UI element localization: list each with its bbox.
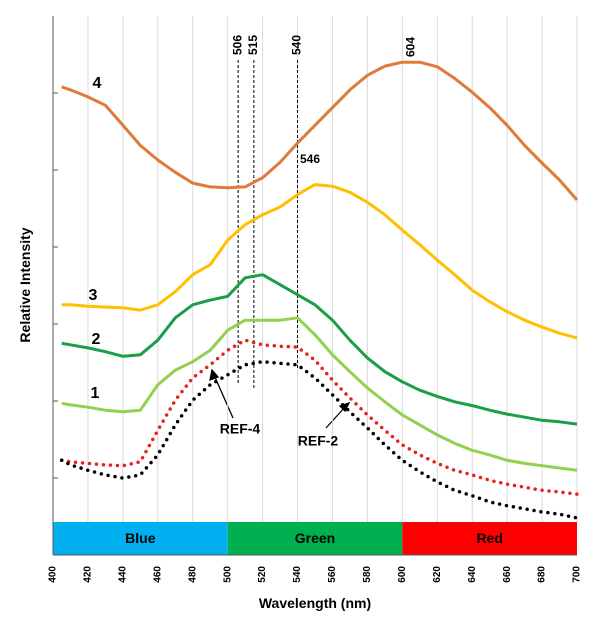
x-tick-label: 600 <box>397 566 408 583</box>
y-axis-label: Relative Intensity <box>17 227 33 342</box>
x-tick-label: 520 <box>257 566 268 583</box>
spectrum-band <box>227 522 403 555</box>
series-line <box>61 316 578 472</box>
x-tick-label: 400 <box>48 566 59 583</box>
x-tick-label: 440 <box>118 566 129 583</box>
spectrum-band <box>53 522 228 555</box>
x-tick-label: 480 <box>187 566 198 583</box>
marker-label: 540 <box>290 35 304 55</box>
series-line <box>61 183 578 340</box>
annotation-arrows <box>209 368 351 429</box>
series-line <box>61 60 579 201</box>
arrow-head <box>338 401 351 413</box>
arrow <box>325 406 346 429</box>
marker-label: 515 <box>246 35 260 55</box>
series-label: 2 <box>92 331 101 348</box>
marker-label: 506 <box>230 35 244 55</box>
band-label: Blue <box>125 530 156 546</box>
series-line <box>59 338 579 496</box>
x-tick-label: 540 <box>292 566 303 583</box>
x-tick-label: 640 <box>467 566 478 583</box>
spectrum-band <box>402 522 577 555</box>
band-label: Green <box>295 530 335 546</box>
x-tick-label: 620 <box>432 566 443 583</box>
x-tick-label: 700 <box>572 566 583 583</box>
series-label: 3 <box>89 287 98 304</box>
x-tick-label: 660 <box>502 566 513 583</box>
x-tick-label: 580 <box>362 566 373 583</box>
series-label: 1 <box>91 385 100 402</box>
series-label: REF-4 <box>220 421 261 437</box>
x-tick-label: 560 <box>327 566 338 583</box>
band-label: Red <box>476 530 502 546</box>
peak-label: 604 <box>403 37 417 57</box>
series-line <box>61 273 578 426</box>
arrow-head <box>209 368 220 382</box>
x-tick-label: 500 <box>222 566 233 583</box>
x-axis-label: Wavelength (nm) <box>259 595 371 611</box>
series-label: REF-2 <box>298 433 339 449</box>
x-tick-label: 420 <box>83 566 94 583</box>
x-tick-label: 460 <box>152 566 163 583</box>
series-label: 4 <box>93 75 102 92</box>
x-tick-label: 680 <box>537 566 548 583</box>
peak-label: 546 <box>300 152 320 166</box>
